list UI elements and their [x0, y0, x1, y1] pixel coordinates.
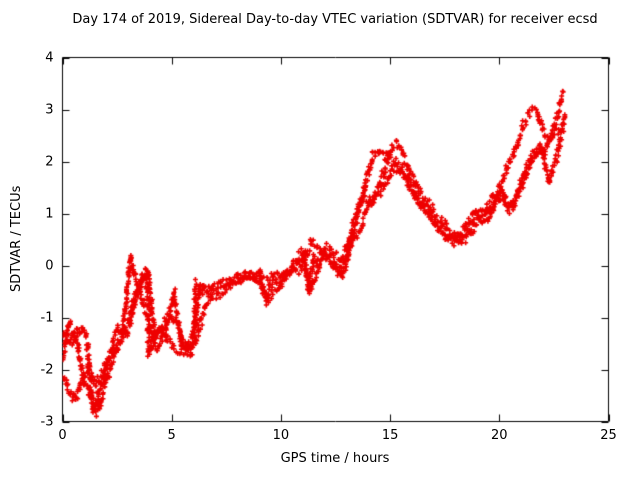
y-tick-label: -1: [40, 310, 54, 325]
x-tick-label: 15: [381, 427, 399, 443]
y-tick-label: 4: [45, 50, 54, 65]
y-tick-label: 3: [45, 102, 54, 117]
x-tick-label: 0: [58, 427, 67, 443]
x-tick-label: 20: [491, 427, 508, 443]
x-tick-label: 5: [167, 427, 176, 443]
x-tick-label: 25: [600, 427, 617, 443]
y-tick-label: 1: [45, 206, 54, 221]
x-tick-label: 10: [272, 427, 290, 443]
y-tick-label: -2: [40, 362, 54, 377]
y-tick-label: -3: [40, 414, 54, 429]
x-axis-label: GPS time / hours: [280, 451, 390, 466]
y-tick-label: 0: [45, 258, 54, 273]
y-tick-label: 2: [45, 154, 54, 169]
chart-title: Day 174 of 2019, Sidereal Day-to-day VTE…: [72, 12, 598, 27]
y-axis-label: SDTVAR / TECUs: [9, 185, 24, 292]
